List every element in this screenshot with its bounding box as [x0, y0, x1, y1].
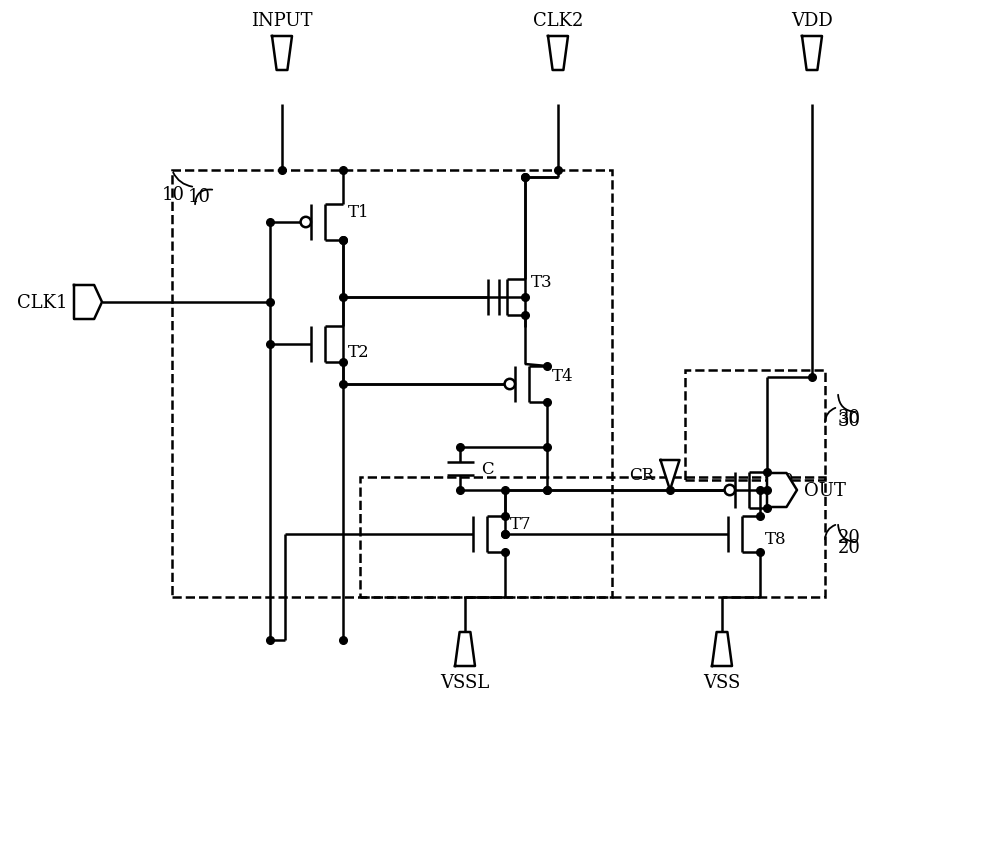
- Polygon shape: [74, 285, 102, 320]
- Polygon shape: [455, 632, 475, 666]
- Text: 20: 20: [838, 538, 861, 556]
- Text: C: C: [482, 460, 494, 477]
- Text: 30: 30: [838, 412, 861, 429]
- Text: VDD: VDD: [791, 12, 833, 30]
- Text: OUT: OUT: [804, 481, 846, 499]
- Polygon shape: [767, 474, 797, 508]
- Text: 10: 10: [162, 186, 185, 204]
- Polygon shape: [802, 37, 822, 71]
- Circle shape: [505, 379, 515, 389]
- Text: 30: 30: [838, 408, 861, 427]
- Text: VSSL: VSSL: [440, 673, 490, 691]
- Text: 10: 10: [188, 187, 211, 206]
- Polygon shape: [660, 460, 680, 491]
- Circle shape: [301, 217, 311, 228]
- Polygon shape: [712, 632, 732, 666]
- Text: T9: T9: [773, 472, 794, 489]
- Text: T8: T8: [765, 531, 787, 548]
- Text: T1: T1: [348, 204, 370, 222]
- Text: T3: T3: [531, 274, 553, 291]
- Text: T7: T7: [510, 516, 532, 532]
- Circle shape: [725, 486, 735, 496]
- Text: CLK1: CLK1: [17, 294, 67, 312]
- Text: T2: T2: [348, 344, 370, 361]
- Text: CR: CR: [629, 467, 655, 484]
- Text: 20: 20: [838, 528, 861, 546]
- Text: T4: T4: [552, 368, 574, 385]
- Text: CLK2: CLK2: [533, 12, 583, 30]
- Text: VSS: VSS: [703, 673, 741, 691]
- Polygon shape: [548, 37, 568, 71]
- Polygon shape: [272, 37, 292, 71]
- Text: INPUT: INPUT: [251, 12, 313, 30]
